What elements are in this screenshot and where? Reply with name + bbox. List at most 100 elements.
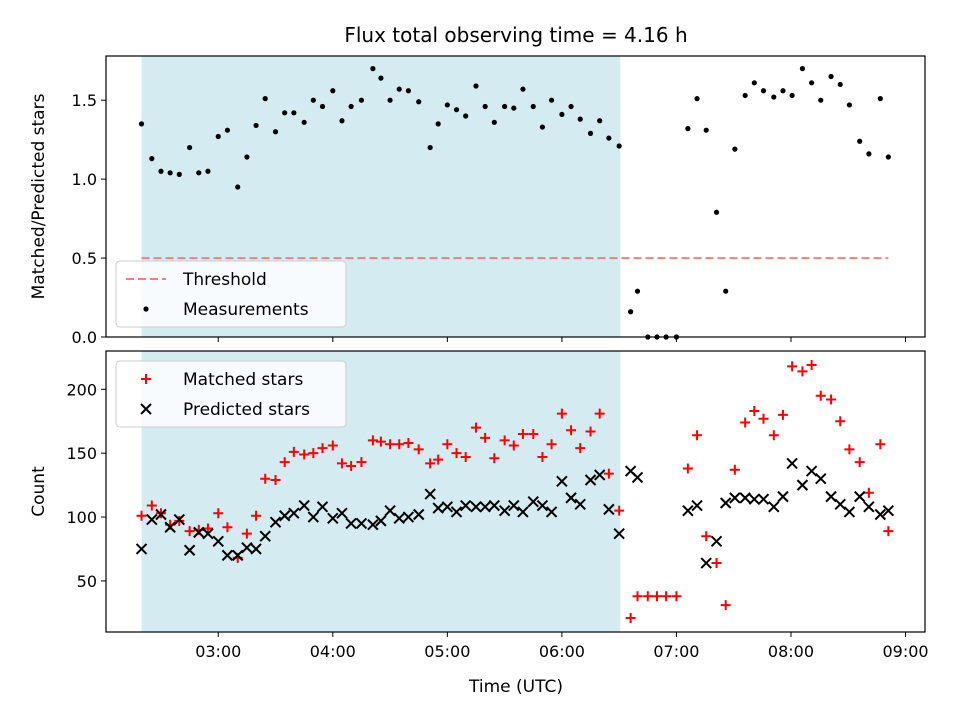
data-point <box>317 443 328 454</box>
data-point <box>508 440 519 451</box>
data-point <box>517 506 529 518</box>
data-point <box>566 425 577 436</box>
data-point <box>375 436 386 447</box>
data-point <box>470 501 482 513</box>
data-point <box>149 156 155 162</box>
data-point <box>809 80 815 86</box>
data-point <box>470 422 481 433</box>
data-point <box>682 504 694 517</box>
data-point <box>700 557 712 569</box>
data-point <box>463 113 469 119</box>
data-point <box>442 439 453 450</box>
legend: Threshold Measurements <box>115 260 347 328</box>
series-predicted-stars <box>137 458 895 569</box>
data-point <box>631 471 644 484</box>
data-point <box>298 499 310 512</box>
data-point <box>498 504 511 517</box>
y-tick-label: 200 <box>66 380 97 399</box>
data-point <box>370 66 376 72</box>
data-point <box>319 103 326 110</box>
data-point <box>528 429 539 440</box>
data-point <box>250 543 262 555</box>
legend-label: Measurements <box>183 300 309 320</box>
data-point <box>854 490 866 503</box>
data-point <box>444 102 450 108</box>
data-point <box>310 97 316 103</box>
data-point <box>393 512 405 525</box>
data-point <box>565 492 577 504</box>
data-point <box>556 475 568 487</box>
x-tick-label: 03:00 <box>195 642 241 661</box>
data-point <box>202 527 214 540</box>
y-tick-label: 1.5 <box>72 91 97 110</box>
legend-swatch <box>141 374 151 384</box>
data-point <box>768 501 780 513</box>
data-point <box>837 81 843 88</box>
data-point <box>556 408 567 419</box>
data-point <box>575 443 586 454</box>
data-point <box>184 526 195 537</box>
data-point <box>835 416 846 427</box>
y-tick-label: 0.5 <box>72 249 97 268</box>
legend: Matched stars Predicted stars <box>115 360 347 428</box>
chart-title: Flux total observing time = 4.16 h <box>344 23 687 47</box>
data-point <box>288 446 299 457</box>
data-point <box>202 523 213 534</box>
data-point <box>453 107 460 113</box>
data-point <box>330 88 336 94</box>
data-point <box>384 504 396 517</box>
data-point <box>450 506 463 518</box>
data-point <box>176 171 182 177</box>
data-point <box>173 513 186 526</box>
data-point <box>459 499 472 512</box>
data-point <box>356 457 367 468</box>
data-point <box>719 497 732 509</box>
legend-label: Threshold <box>182 270 267 290</box>
data-point <box>527 496 539 508</box>
legend-swatch <box>140 403 152 415</box>
data-point <box>539 124 546 130</box>
data-point <box>241 541 253 554</box>
data-point <box>355 517 368 530</box>
data-point <box>488 499 501 512</box>
data-point <box>825 490 837 503</box>
data-point <box>387 97 393 103</box>
data-point <box>651 591 662 602</box>
data-point <box>272 129 279 135</box>
data-point <box>378 75 384 81</box>
data-point <box>632 591 643 602</box>
data-point <box>545 506 558 518</box>
x-tick-label: 06:00 <box>539 642 585 661</box>
data-point <box>843 506 856 518</box>
data-point <box>815 390 826 401</box>
axes-frame <box>105 350 926 633</box>
y-tick-label: 50 <box>77 572 97 591</box>
data-point <box>885 154 891 160</box>
data-point <box>760 88 767 94</box>
data-point <box>844 444 855 455</box>
data-point <box>146 513 158 526</box>
data-point <box>358 97 365 103</box>
data-point <box>460 452 471 463</box>
data-point <box>270 475 281 486</box>
data-point <box>694 96 700 102</box>
data-point <box>385 439 396 450</box>
data-point <box>402 511 415 523</box>
data-point <box>336 458 347 469</box>
data-point <box>348 103 354 110</box>
data-point <box>661 591 672 602</box>
data-point <box>740 417 751 428</box>
legend-swatch <box>143 306 149 312</box>
data-point <box>339 118 345 124</box>
data-point <box>278 510 291 522</box>
y-tick-label: 150 <box>66 444 97 463</box>
y-tick-label: 0.0 <box>72 328 97 347</box>
data-point <box>403 437 414 448</box>
data-point <box>259 530 271 542</box>
series-matched-stars <box>136 360 894 623</box>
y-tick-label: 100 <box>66 508 97 527</box>
x-axis-label: Time (UTC) <box>468 677 563 697</box>
data-point <box>367 519 379 531</box>
data-point <box>749 406 760 417</box>
data-point <box>451 448 462 459</box>
